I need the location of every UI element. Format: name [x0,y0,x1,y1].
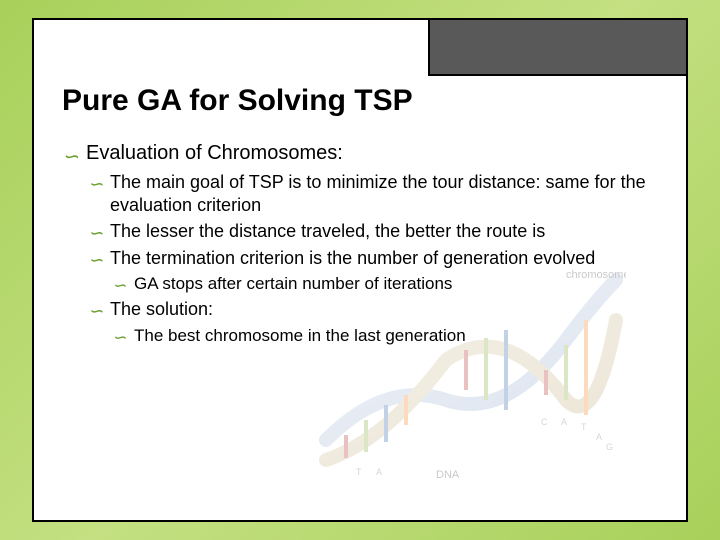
bullet-l1-evaluation: ∽ Evaluation of Chromosomes: [62,142,658,165]
bullet-l3-ga-stops: ∽ GA stops after certain number of itera… [62,273,658,294]
bullet-text: The lesser the distance traveled, the be… [110,221,545,241]
slide-container: chromosome DNA T A C A T A G Pure GA for… [32,18,688,522]
slide-title: Pure GA for Solving TSP [62,84,658,118]
bullet-text: The main goal of TSP is to minimize the … [110,172,646,215]
svg-text:T: T [356,467,362,477]
bullet-text: The best chromosome in the last generati… [134,326,466,345]
bullet-l2-lesser: ∽ The lesser the distance traveled, the … [62,220,658,243]
bullet-l2-solution: ∽ The solution: [62,298,658,321]
svg-text:T: T [581,422,587,432]
bullet-l3-best-chrom: ∽ The best chromosome in the last genera… [62,325,658,346]
bullet-text: GA stops after certain number of iterati… [134,274,452,293]
bullet-text: Evaluation of Chromosomes: [86,142,343,164]
svg-text:A: A [376,467,382,477]
bullet-icon: ∽ [88,249,103,272]
bullet-l2-termination: ∽ The termination criterion is the numbe… [62,247,658,270]
bullet-text: The termination criterion is the number … [110,248,595,268]
bullet-icon: ∽ [88,173,103,196]
svg-text:A: A [596,432,602,442]
svg-text:C: C [541,417,548,427]
svg-text:A: A [561,417,567,427]
bullet-text: The solution: [110,299,213,319]
bullet-l2-main-goal: ∽ The main goal of TSP is to minimize th… [62,171,658,216]
bullet-icon: ∽ [88,222,103,245]
bullet-icon: ∽ [88,300,103,323]
bullet-icon: ∽ [112,275,126,296]
bullet-icon: ∽ [62,144,79,169]
bullet-icon: ∽ [112,327,126,348]
svg-text:G: G [606,442,613,452]
dna-label: DNA [436,469,460,481]
content-area: Pure GA for Solving TSP ∽ Evaluation of … [34,20,686,370]
